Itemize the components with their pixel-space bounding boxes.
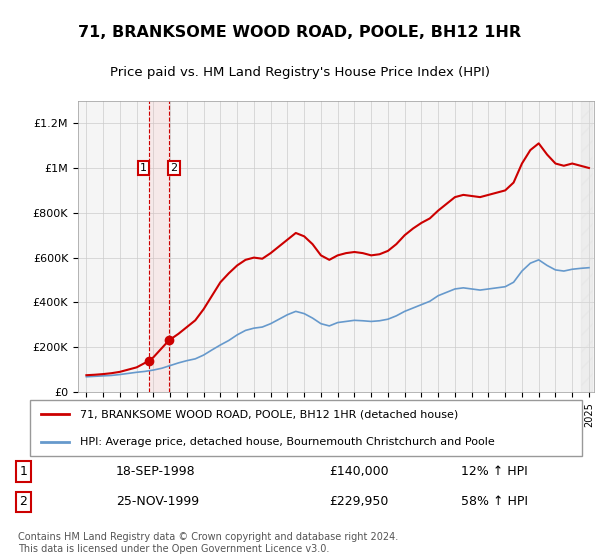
Text: 58% ↑ HPI: 58% ↑ HPI (461, 495, 528, 508)
Text: Price paid vs. HM Land Registry's House Price Index (HPI): Price paid vs. HM Land Registry's House … (110, 66, 490, 78)
Text: Contains HM Land Registry data © Crown copyright and database right 2024.
This d: Contains HM Land Registry data © Crown c… (18, 532, 398, 554)
Text: 71, BRANKSOME WOOD ROAD, POOLE, BH12 1HR: 71, BRANKSOME WOOD ROAD, POOLE, BH12 1HR (79, 25, 521, 40)
Text: £229,950: £229,950 (329, 495, 388, 508)
Text: 71, BRANKSOME WOOD ROAD, POOLE, BH12 1HR (detached house): 71, BRANKSOME WOOD ROAD, POOLE, BH12 1HR… (80, 409, 458, 419)
Text: 2: 2 (20, 495, 28, 508)
Text: 12% ↑ HPI: 12% ↑ HPI (461, 465, 528, 478)
Bar (581, 101, 592, 392)
Bar (149, 101, 169, 392)
Text: 18-SEP-1998: 18-SEP-1998 (116, 465, 196, 478)
Text: HPI: Average price, detached house, Bournemouth Christchurch and Poole: HPI: Average price, detached house, Bour… (80, 437, 494, 447)
FancyBboxPatch shape (30, 400, 582, 456)
Text: 2: 2 (170, 163, 178, 173)
Text: 25-NOV-1999: 25-NOV-1999 (116, 495, 199, 508)
Text: 1: 1 (140, 163, 147, 173)
Text: 1: 1 (20, 465, 28, 478)
Text: £140,000: £140,000 (329, 465, 388, 478)
